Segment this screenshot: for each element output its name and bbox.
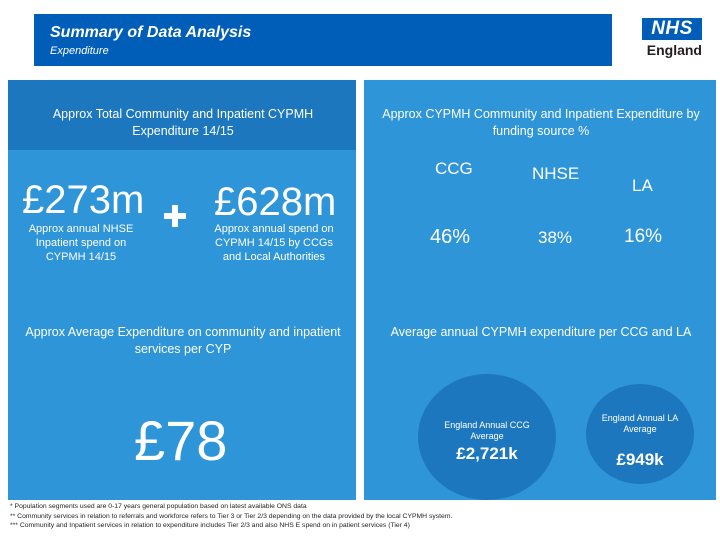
ccg-la-value: £628m: [214, 180, 337, 224]
page-title: Summary of Data Analysis: [50, 24, 252, 41]
nhs-england-logo: NHS England: [634, 18, 702, 58]
ccg-average-circle: [418, 374, 556, 500]
source-ccg-value: 46%: [430, 226, 471, 248]
footnote-2: ** Community services in relation to ref…: [10, 512, 453, 520]
nhse-inpatient-value: £273m: [22, 178, 145, 222]
total-expenditure-title: Approx Total Community and Inpatient CYP…: [52, 107, 314, 138]
average-per-cyp-value: £78: [134, 409, 228, 472]
la-average-value: £949k: [616, 450, 664, 469]
ccg-average-value: £2,721k: [456, 444, 518, 463]
page-subtitle: Expenditure: [50, 45, 109, 57]
ccg-average-label: England Annual CCG Average: [444, 420, 530, 441]
footnote-3: *** Community and Inpatient services in …: [10, 522, 410, 529]
footnotes: * Population segments used are 0-17 year…: [10, 502, 710, 531]
la-average-circle: [586, 384, 694, 484]
panel-funding-source: [364, 80, 716, 294]
source-la-label: LA: [632, 176, 653, 195]
source-nhse-label: NHSE: [532, 164, 580, 183]
source-ccg-label: CCG: [435, 159, 473, 178]
panel-average-per-cyp: [8, 294, 356, 500]
footnote-1: * Population segments used are 0-17 year…: [10, 503, 307, 510]
average-ccg-la-title: Average annual CYPMH expenditure per CCG…: [390, 325, 692, 339]
source-nhse-value: 38%: [538, 228, 573, 247]
header-banner: Summary of Data Analysis Expenditure: [34, 14, 612, 66]
la-average-label: England Annual LA Average: [601, 413, 679, 434]
average-per-cyp-title: Approx Average Expenditure on community …: [25, 325, 341, 356]
funding-source-title: Approx CYPMH Community and Inpatient Exp…: [382, 107, 700, 138]
nhs-logo-box: NHS: [642, 18, 702, 40]
plus-icon: [164, 205, 186, 227]
ccg-la-caption: Approx annual spend on CYPMH 14/15 by CC…: [214, 223, 334, 263]
nhs-logo-england: England: [646, 42, 702, 58]
nhse-inpatient-caption: Approx annual NHSE Inpatient spend on CY…: [28, 223, 134, 263]
source-la-value: 16%: [624, 226, 663, 247]
panel-total-expenditure-header: [8, 80, 356, 150]
